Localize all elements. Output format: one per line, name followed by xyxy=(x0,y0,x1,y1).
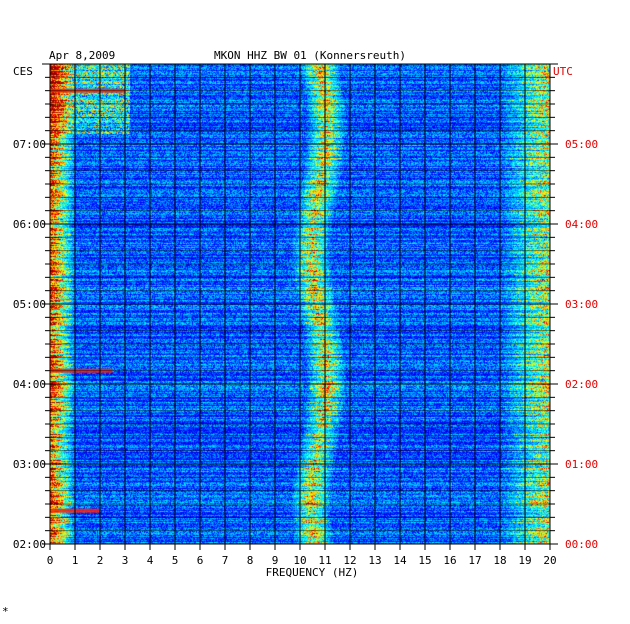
freq-tick-label-15: 15 xyxy=(418,554,431,567)
chart-title: MKON HHZ BW 01 (Konnersreuth) xyxy=(214,49,406,62)
chart-date: Apr 8,2009 xyxy=(49,49,115,62)
freq-tick-label-3: 3 xyxy=(122,554,129,567)
footer-mark: * xyxy=(2,605,9,618)
event-marker-0 xyxy=(50,88,125,93)
time-label-ces-03:00: 03:00 xyxy=(13,458,46,471)
freq-tick-label-1: 1 xyxy=(72,554,79,567)
x-axis-label: FREQUENCY (HZ) xyxy=(266,566,359,579)
time-gridlines xyxy=(50,76,550,532)
freq-tick-label-9: 9 xyxy=(272,554,279,567)
freq-tick-label-14: 14 xyxy=(393,554,407,567)
freq-tick-label-5: 5 xyxy=(172,554,179,567)
freq-tick-label-17: 17 xyxy=(468,554,481,567)
freq-tick-label-8: 8 xyxy=(247,554,254,567)
event-marker-1 xyxy=(50,368,113,373)
time-label-ces-02:00: 02:00 xyxy=(13,538,46,551)
time-label-ces-04:00: 04:00 xyxy=(13,378,46,391)
freq-tick-label-19: 19 xyxy=(518,554,531,567)
time-label-utc-01:00: 01:00 xyxy=(565,458,598,471)
time-label-utc-02:00: 02:00 xyxy=(565,378,598,391)
freq-tick-label-12: 12 xyxy=(343,554,356,567)
freq-tick-label-10: 10 xyxy=(293,554,306,567)
frequency-ticks: 0 1 2 3 4 5 6 7 8 9 10 11 12 13 14 15 16 17 18 19 20 xyxy=(47,544,557,567)
time-label-utc-00:00: 00:00 xyxy=(565,538,598,551)
time-label-ces-07:00: 07:00 xyxy=(13,138,46,151)
freq-tick-label-20: 20 xyxy=(543,554,556,567)
right-axis-label: UTC xyxy=(553,65,573,78)
time-label-ces-05:00: 05:00 xyxy=(13,298,46,311)
time-label-utc-03:00: 03:00 xyxy=(565,298,598,311)
freq-tick-label-13: 13 xyxy=(368,554,381,567)
freq-tick-label-6: 6 xyxy=(197,554,204,567)
time-ticks: 07:00 05:00 06:00 04:00 05:00 03:00 04:00 02:00… xyxy=(13,63,598,551)
freq-tick-label-4: 4 xyxy=(147,554,154,567)
time-label-ces-06:00: 06:00 xyxy=(13,218,46,231)
freq-tick-label-11: 11 xyxy=(318,554,331,567)
time-label-utc-05:00: 05:00 xyxy=(565,138,598,151)
freq-tick-label-16: 16 xyxy=(443,554,456,567)
left-axis-label: CES xyxy=(13,65,33,78)
spectrogram-plot-area xyxy=(49,63,551,545)
freq-tick-label-18: 18 xyxy=(493,554,506,567)
time-label-utc-04:00: 04:00 xyxy=(565,218,598,231)
freq-tick-label-0: 0 xyxy=(47,554,54,567)
freq-tick-label-2: 2 xyxy=(97,554,104,567)
freq-tick-label-7: 7 xyxy=(222,554,229,567)
